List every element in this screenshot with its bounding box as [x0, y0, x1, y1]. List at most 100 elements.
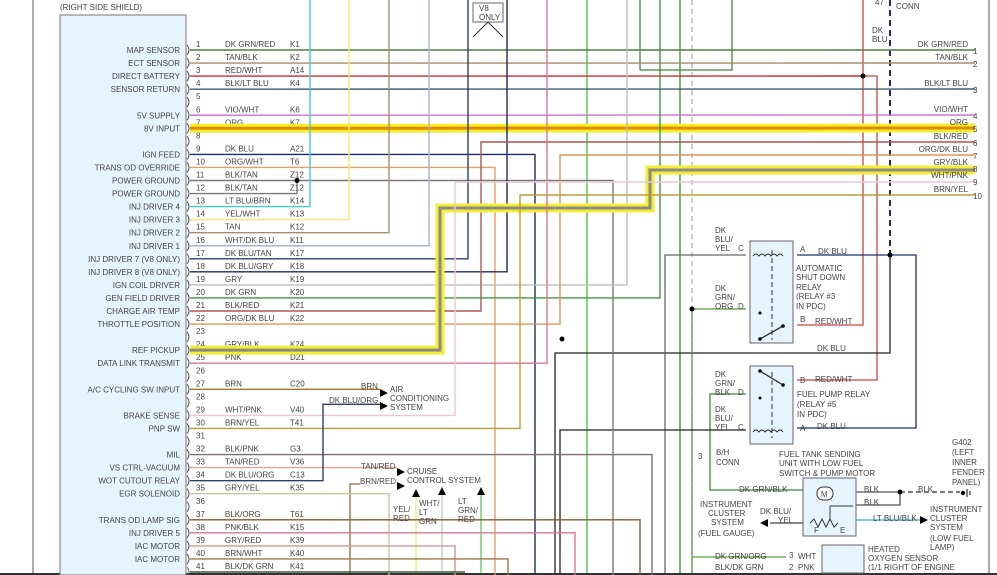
wire-label: RED: [393, 514, 410, 523]
wire-color-label: VIO/WHT: [225, 105, 259, 114]
wire-label: LT: [419, 508, 428, 517]
pin-number: 34: [196, 471, 205, 480]
system-name: CONTROL SYSTEM: [407, 476, 481, 485]
wire-color-label: BRN: [225, 379, 242, 388]
conn-label: CONN: [716, 458, 740, 467]
pin-function-label: INJ DRIVER 3: [129, 216, 181, 225]
right-connector-pin-6: BLK/RED 6: [934, 132, 978, 148]
wire-pin-32: [190, 453, 653, 575]
wire-color-label: GRY/BLK: [933, 158, 968, 167]
pin-function-label: 8V INPUT: [144, 124, 180, 133]
pcm-pin-10: 10 TRANS OD OVERRIDE ORG/WHT T6: [95, 157, 300, 173]
pin-number: 7: [196, 118, 201, 127]
wire-color-label: DK GRN: [225, 288, 256, 297]
circuit-code: K22: [290, 314, 305, 323]
pin-number: 37: [196, 510, 205, 519]
pin-number: 11: [196, 171, 205, 180]
pcm-pin-18: 18 INJ DRIVER 8 (V8 ONLY) DK BLU/GRY K18: [88, 262, 305, 278]
wire-pin-9: [190, 153, 536, 575]
pcm-pin-31: 31: [186, 432, 205, 447]
right-connector-pin-5: ORG 5: [950, 118, 978, 134]
wire-label: RED: [458, 515, 475, 524]
pin-number: 26: [196, 366, 205, 375]
splice-dot: [887, 252, 893, 258]
connector-terminal-icon: [186, 397, 190, 408]
conn-label: B/H: [716, 448, 730, 457]
relay-switch-icon: [759, 370, 784, 386]
wire-label: WHT/: [419, 499, 440, 508]
wire-pin-15: [190, 0, 390, 234]
relay-name: (RELAY #3: [796, 292, 836, 301]
system-name: CRUISE: [407, 467, 437, 476]
pin-number: 41: [196, 562, 205, 571]
connector-terminal-icon: [186, 149, 190, 160]
pcm-pin-38: 38 INJ DRIVER 5 PNK/BLK K15: [129, 523, 305, 539]
pin-number: 4: [973, 112, 978, 121]
pcm-pin-33: 33 VS CTRL-VACUUM TAN/RED V36: [109, 458, 305, 473]
connector-terminal-icon: [186, 331, 190, 343]
pin-number: 29: [196, 405, 205, 414]
pcm-pin-19: 19 IGN COIL DRIVER GRY K19: [113, 275, 305, 291]
wire-label: DK: [872, 26, 884, 35]
pin-label: A: [800, 245, 806, 254]
wire-pin-24: [190, 168, 975, 352]
pin-function-label: SENSOR RETURN: [111, 85, 181, 94]
pcm-wires: [189, 0, 976, 575]
circuit-code: K1: [290, 40, 300, 49]
wire-label: DK GRN/ORG: [715, 552, 767, 561]
wire-color-label: WHT/DK BLU: [225, 236, 275, 245]
connector-terminal-icon: [186, 83, 190, 95]
wire-pin-18: [190, 0, 508, 273]
pcm-pin-23: 23: [186, 327, 205, 343]
wire-label: RED/WHT: [815, 317, 852, 326]
circuit-code: T6: [290, 157, 300, 166]
connector-terminal-icon: [186, 540, 190, 552]
right-connector-pin-3: BLK/LT BLU 3: [924, 79, 978, 95]
pcm-pin-13: 13 INJ DRIVER 4 LT BLU/BRN K14: [129, 197, 305, 212]
circuit-code: K21: [290, 301, 305, 310]
wire-label: DK BLU: [817, 344, 846, 353]
conn-pin: 47: [875, 0, 884, 7]
pin-number: 4: [196, 79, 201, 88]
wire-label: GRN/: [458, 506, 479, 515]
circuit-code: C13: [290, 471, 305, 480]
wire-label: BLK/DK GRN: [715, 563, 764, 572]
pin-number: 7: [973, 152, 978, 161]
wire-segment: [559, 429, 746, 575]
connector-terminal-icon: [186, 109, 190, 121]
pin-function-label: POWER GROUND: [112, 190, 180, 199]
wire-pin-39: [190, 545, 456, 575]
motor-label: M: [821, 490, 828, 499]
pcm-pin-26: 26: [186, 366, 205, 382]
pcm-pin-37: 37 TRANS OD LAMP SIG BLK/ORG T61: [99, 510, 304, 526]
pin-number: 36: [196, 497, 205, 506]
pump-motor-icon: [816, 486, 834, 501]
pcm-pin-21: 21 CHARGE AIR TEMP BLK/RED K21: [106, 301, 305, 317]
wire-label: DK: [715, 226, 727, 235]
wire-pin-35: [190, 493, 390, 575]
pin-number: 12: [196, 184, 205, 193]
right-connector-pin-1: DK GRN/RED 1: [918, 40, 978, 56]
relay-name: SHUT DOWN: [796, 273, 845, 282]
arrow-icon: [397, 468, 405, 476]
pin-function-label: VS CTRL-VACUUM: [109, 464, 180, 473]
circuit-code: K24: [290, 340, 305, 349]
connector-terminal-icon: [186, 253, 190, 265]
wire-label: BLU/: [715, 235, 734, 244]
pin-function-label: PNP SW: [149, 424, 181, 433]
connector-terminal-icon: [186, 122, 190, 134]
component-name: OXYGEN SENSOR: [868, 554, 938, 563]
connector-terminal-icon: [186, 318, 190, 330]
wire-label: DK: [715, 370, 727, 379]
pcm-pin-39: 39 IAC MOTOR GRY/RED K39: [135, 536, 305, 552]
splice-dot: [689, 306, 695, 312]
pin-number: 25: [196, 353, 205, 362]
wire-pin-14: [190, 0, 350, 221]
connector-terminal-icon: [186, 175, 190, 186]
wire-color-label: GRY/BLK: [225, 340, 260, 349]
wire-label: LT: [458, 497, 467, 506]
pin-number: 28: [196, 392, 205, 401]
arrow-icon: [920, 516, 928, 524]
connector-terminal-icon: [186, 279, 190, 291]
